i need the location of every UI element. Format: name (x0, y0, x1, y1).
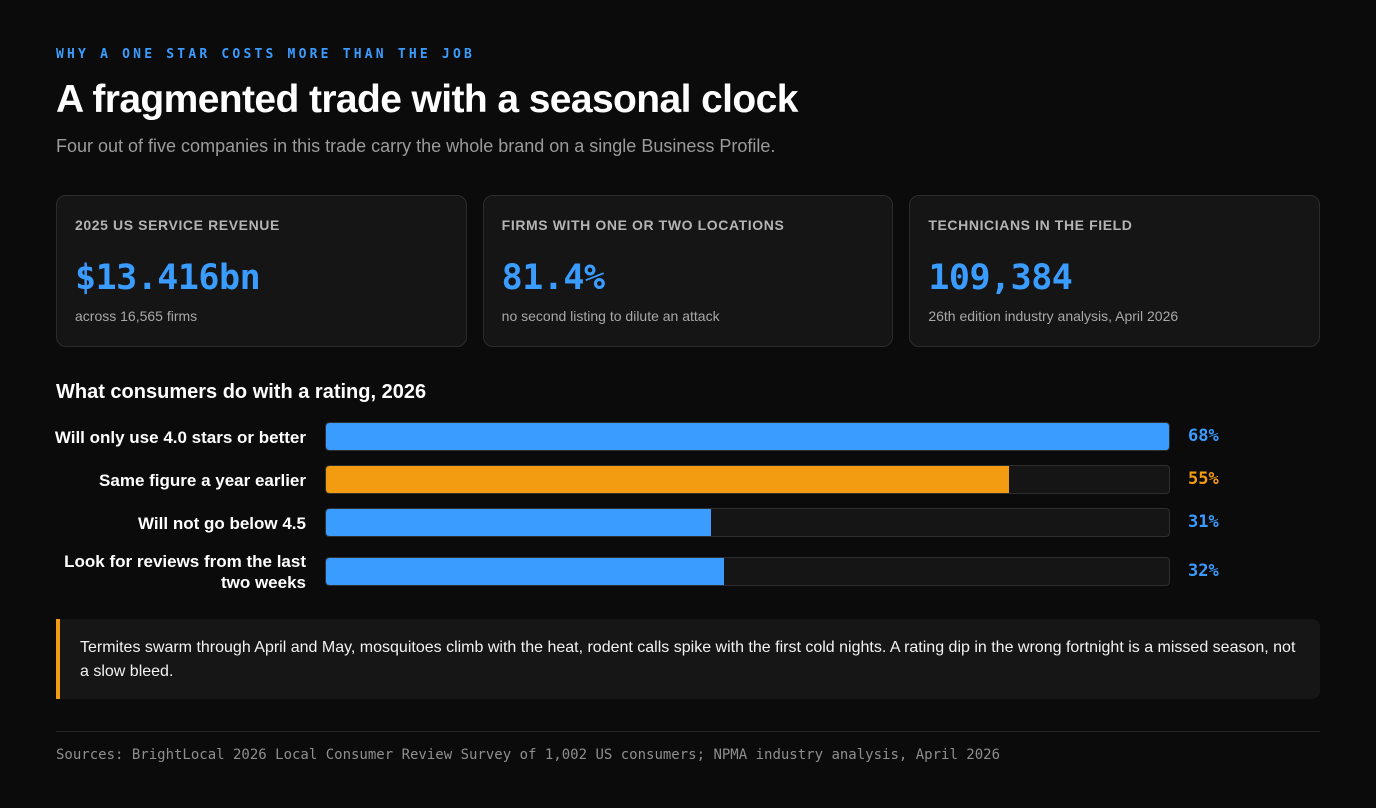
kicker: WHY A ONE STAR COSTS MORE THAN THE JOB (56, 47, 476, 62)
stat-card-note: no second listing to dilute an attack (501, 308, 720, 324)
callout: Termites swarm through April and May, mo… (56, 619, 1320, 699)
bar-value-label: 31% (1188, 512, 1219, 532)
stat-card-value: 109,384 (928, 258, 1073, 298)
bar-track (325, 557, 1170, 586)
stat-card-value: 81.4% (501, 258, 605, 298)
stat-card-value: $13.416bn (75, 258, 261, 298)
bar-track (325, 422, 1170, 451)
stat-card-note: 26th edition industry analysis, April 20… (928, 308, 1179, 324)
stat-card-note: across 16,565 firms (75, 308, 198, 324)
bar-value-label: 55% (1188, 469, 1219, 489)
bar (326, 558, 724, 585)
stat-card-label: 2025 US SERVICE REVENUE (75, 217, 280, 233)
divider (56, 731, 1320, 732)
bar (326, 466, 1009, 493)
bar (326, 509, 711, 536)
sources-note: Sources: BrightLocal 2026 Local Consumer… (56, 747, 1001, 763)
stat-cards: 2025 US SERVICE REVENUE $13.416bn across… (56, 195, 1321, 347)
bar (326, 423, 1169, 450)
page-subtitle: Four out of five companies in this trade… (56, 136, 776, 156)
stat-card-technicians: TECHNICIANS IN THE FIELD 109,384 26th ed… (909, 195, 1321, 347)
bar-label: Will not go below 4.5 (138, 514, 306, 533)
bar-label: Same figure a year earlier (99, 471, 306, 490)
stat-card-locations: FIRMS WITH ONE OR TWO LOCATIONS 81.4% no… (482, 195, 894, 347)
callout-text: Termites swarm through April and May, mo… (80, 639, 1296, 680)
page-title: A fragmented trade with a seasonal clock (56, 78, 798, 121)
bar-label: Look for reviews from the last two weeks (64, 552, 306, 592)
bar-value-label: 68% (1188, 426, 1219, 446)
bar-track (325, 508, 1170, 537)
bar-label: Will only use 4.0 stars or better (54, 428, 306, 447)
stat-card-label: TECHNICIANS IN THE FIELD (928, 217, 1133, 233)
bar-track (325, 465, 1170, 494)
stat-card-revenue: 2025 US SERVICE REVENUE $13.416bn across… (56, 195, 467, 347)
bar-value-label: 32% (1188, 561, 1219, 581)
stat-card-label: FIRMS WITH ONE OR TWO LOCATIONS (501, 217, 785, 233)
chart-title: What consumers do with a rating, 2026 (56, 381, 427, 403)
